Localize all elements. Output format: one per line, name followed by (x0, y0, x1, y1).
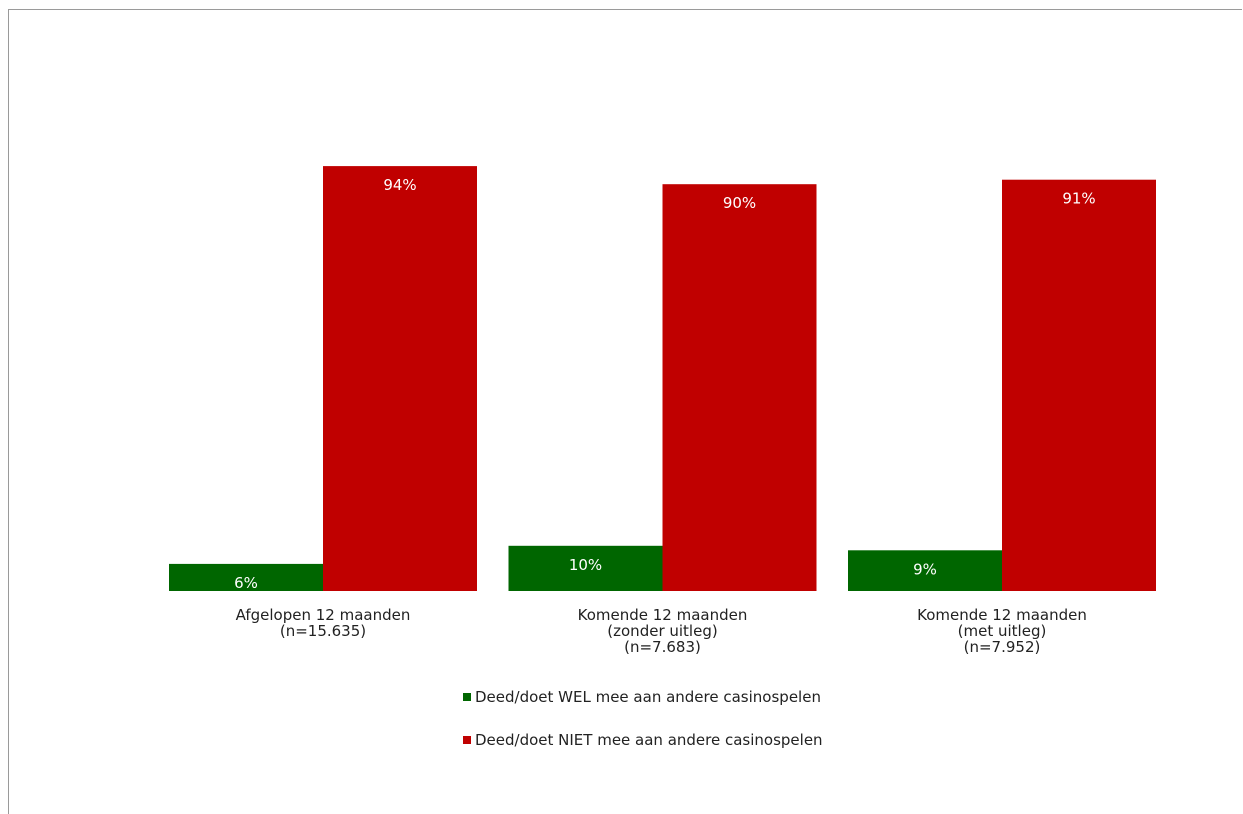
legend-swatch-wel (463, 693, 471, 701)
category-label-line: (zonder uitleg) (607, 622, 718, 640)
bar-niet-0 (323, 166, 477, 591)
category-label-0: Afgelopen 12 maanden (n=15.635) (173, 607, 473, 639)
data-label-niet-1: 90% (723, 194, 756, 212)
bar-niet-1 (662, 184, 817, 591)
category-label-line: (met uitleg) (957, 622, 1047, 640)
category-label-1: Komende 12 maanden (zonder uitleg) (n=7.68… (513, 607, 813, 655)
legend-item-wel: Deed/doet WEL mee aan andere casinospele… (463, 688, 821, 706)
legend-label-wel: Deed/doet WEL mee aan andere casinospele… (475, 688, 821, 706)
legend-item-niet: Deed/doet NIET mee aan andere casinospel… (463, 731, 823, 749)
legend-swatch-niet (463, 736, 471, 744)
data-label-niet-0: 94% (383, 176, 416, 194)
bar-niet-2 (1002, 179, 1156, 591)
category-label-2: Komende 12 maanden (met uitleg) (n=7.952) (852, 607, 1152, 655)
data-label-wel-0: 6% (234, 574, 258, 592)
legend-label-niet: Deed/doet NIET mee aan andere casinospel… (475, 731, 823, 749)
category-label-line: Komende 12 maanden (917, 606, 1087, 624)
chart-frame (8, 9, 1242, 814)
category-label-line: Afgelopen 12 maanden (235, 606, 411, 624)
data-label-wel-1: 10% (569, 556, 602, 574)
bar-wel-1 (508, 545, 663, 591)
category-label-line: (n=7.952) (963, 638, 1041, 656)
category-label-line: (n=7.683) (624, 638, 701, 656)
category-label-line: Komende 12 maanden (577, 606, 748, 624)
category-label-line: (n=15.635) (279, 622, 367, 640)
bar-wel-2 (848, 550, 1002, 591)
data-label-niet-2: 91% (1062, 190, 1095, 208)
bar-wel-0 (169, 563, 323, 591)
data-label-wel-2: 9% (913, 560, 937, 578)
